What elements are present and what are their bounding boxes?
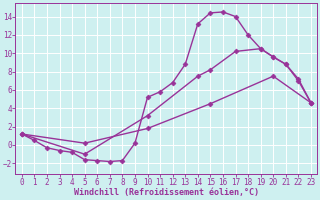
X-axis label: Windchill (Refroidissement éolien,°C): Windchill (Refroidissement éolien,°C) [74, 188, 259, 197]
